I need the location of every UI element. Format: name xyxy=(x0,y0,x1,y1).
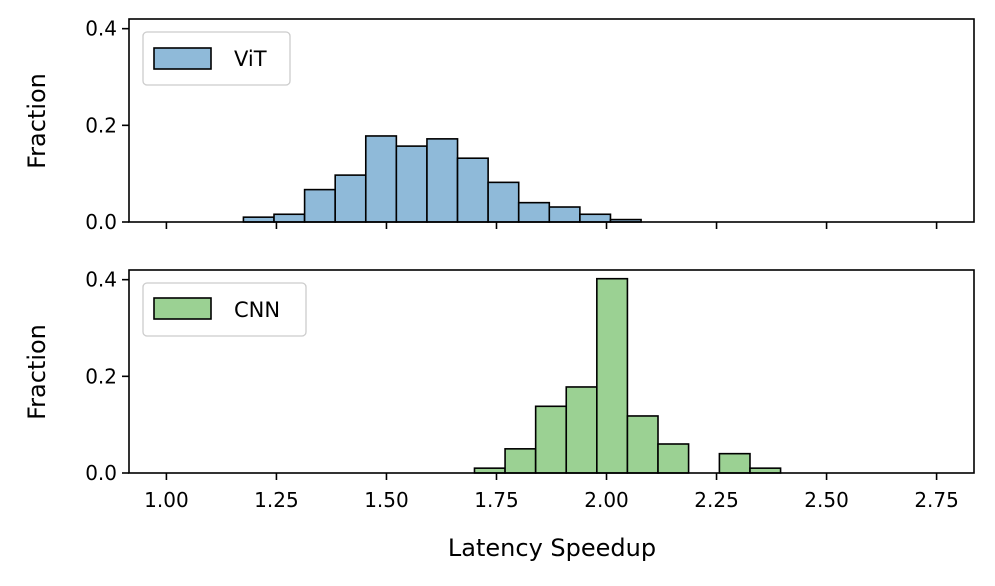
x-tick-label: 2.25 xyxy=(694,488,739,512)
vit-bar-8 xyxy=(487,181,520,223)
vit-bar-5 xyxy=(395,145,428,223)
x-tick-label: 2.50 xyxy=(804,488,849,512)
vit-histogram-panel: Fraction 0.0 0.2 0.4 ViT xyxy=(23,17,975,234)
vit-y-ticks: 0.0 0.2 0.4 xyxy=(85,17,129,234)
x-tick-label: 2.75 xyxy=(914,488,959,512)
vit-bar-9 xyxy=(517,201,551,223)
x-tick-label: 1.25 xyxy=(254,488,299,512)
cnn-legend: CNN xyxy=(142,282,307,337)
vit-y-tick-label: 0.2 xyxy=(85,113,117,137)
vit-legend-label: ViT xyxy=(234,47,267,71)
vit-y-tick-label: 0.4 xyxy=(85,17,117,41)
vit-bar-6 xyxy=(426,138,459,223)
cnn-histogram-panel: Fraction 0.0 0.2 0.4 1.00 1.25 1.50 1.75 2.00 2… xyxy=(23,268,975,562)
cnn-bar-2 xyxy=(534,405,568,474)
cnn-bar-3 xyxy=(565,386,598,474)
x-axis-ticks: 1.00 1.25 1.50 1.75 2.00 2.25 2.50 2.75 xyxy=(144,473,959,512)
vit-plot-frame xyxy=(128,18,975,223)
vit-legend: ViT xyxy=(142,31,291,86)
cnn-plot-frame xyxy=(128,269,975,474)
vit-bars xyxy=(242,135,642,223)
cnn-y-tick-label: 0.4 xyxy=(85,268,117,292)
cnn-legend-box xyxy=(142,282,307,337)
x-tick-label: 1.00 xyxy=(144,488,189,512)
vit-bar-10 xyxy=(548,206,581,223)
cnn-y-tick-label: 0.2 xyxy=(85,364,117,388)
vit-bar-2 xyxy=(303,188,336,223)
vit-bar-3 xyxy=(334,174,367,223)
vit-bar-11 xyxy=(579,213,612,223)
cnn-bars xyxy=(473,277,782,474)
x-axis-title: Latency Speedup xyxy=(448,534,656,562)
cnn-y-ticks: 0.0 0.2 0.4 xyxy=(85,268,129,485)
vit-bar-1 xyxy=(273,213,306,223)
cnn-bar-5 xyxy=(626,415,659,474)
vit-bar-4 xyxy=(364,135,398,223)
vit-y-axis-title: Fraction xyxy=(23,73,51,169)
vit-x-ticks xyxy=(165,222,938,229)
cnn-bar-4 xyxy=(596,277,629,474)
cnn-y-tick-label: 0.0 xyxy=(85,461,117,485)
cnn-bar-6 xyxy=(657,443,690,474)
cnn-y-axis-title: Fraction xyxy=(23,324,51,420)
vit-bar-7 xyxy=(456,157,489,223)
x-tick-label: 1.75 xyxy=(474,488,519,512)
x-tick-label: 1.50 xyxy=(364,488,409,512)
x-tick-label: 2.00 xyxy=(584,488,629,512)
cnn-legend-label: CNN xyxy=(234,298,280,322)
vit-legend-swatch xyxy=(153,47,212,70)
cnn-bar-1 xyxy=(504,448,537,474)
vit-legend-box xyxy=(142,31,291,86)
vit-y-tick-label: 0.0 xyxy=(85,210,117,234)
cnn-legend-swatch xyxy=(153,297,212,320)
cnn-bar-7 xyxy=(718,452,751,474)
